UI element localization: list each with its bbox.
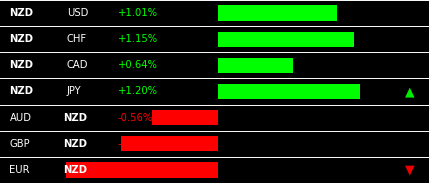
- Bar: [66, 162, 218, 178]
- Text: JPY: JPY: [67, 87, 82, 96]
- Text: AUD: AUD: [9, 113, 31, 123]
- Bar: [152, 110, 218, 125]
- Text: CAD: CAD: [67, 60, 88, 70]
- Text: ▲: ▲: [405, 85, 414, 98]
- Text: CHF: CHF: [67, 34, 87, 44]
- Text: -0.56%: -0.56%: [118, 113, 153, 123]
- Bar: [121, 136, 218, 151]
- Text: +1.15%: +1.15%: [118, 34, 158, 44]
- Text: GBP: GBP: [9, 139, 30, 149]
- Bar: [218, 32, 353, 47]
- Text: +1.20%: +1.20%: [118, 87, 158, 96]
- Bar: [218, 5, 337, 21]
- Text: NZD: NZD: [9, 8, 33, 18]
- Bar: [218, 84, 360, 99]
- Text: +0.64%: +0.64%: [118, 60, 158, 70]
- Text: NZD: NZD: [9, 87, 33, 96]
- Text: -0.82%: -0.82%: [118, 139, 153, 149]
- Text: NZD: NZD: [9, 34, 33, 44]
- Text: -1.29%: -1.29%: [118, 165, 153, 175]
- Text: +1.01%: +1.01%: [118, 8, 158, 18]
- Text: USD: USD: [67, 8, 88, 18]
- Text: NZD: NZD: [63, 139, 87, 149]
- Text: NZD: NZD: [63, 113, 87, 123]
- Text: NZD: NZD: [9, 60, 33, 70]
- Text: ▼: ▼: [405, 163, 414, 176]
- Text: NZD: NZD: [63, 165, 87, 175]
- Text: EUR: EUR: [9, 165, 30, 175]
- Bar: [218, 58, 293, 73]
